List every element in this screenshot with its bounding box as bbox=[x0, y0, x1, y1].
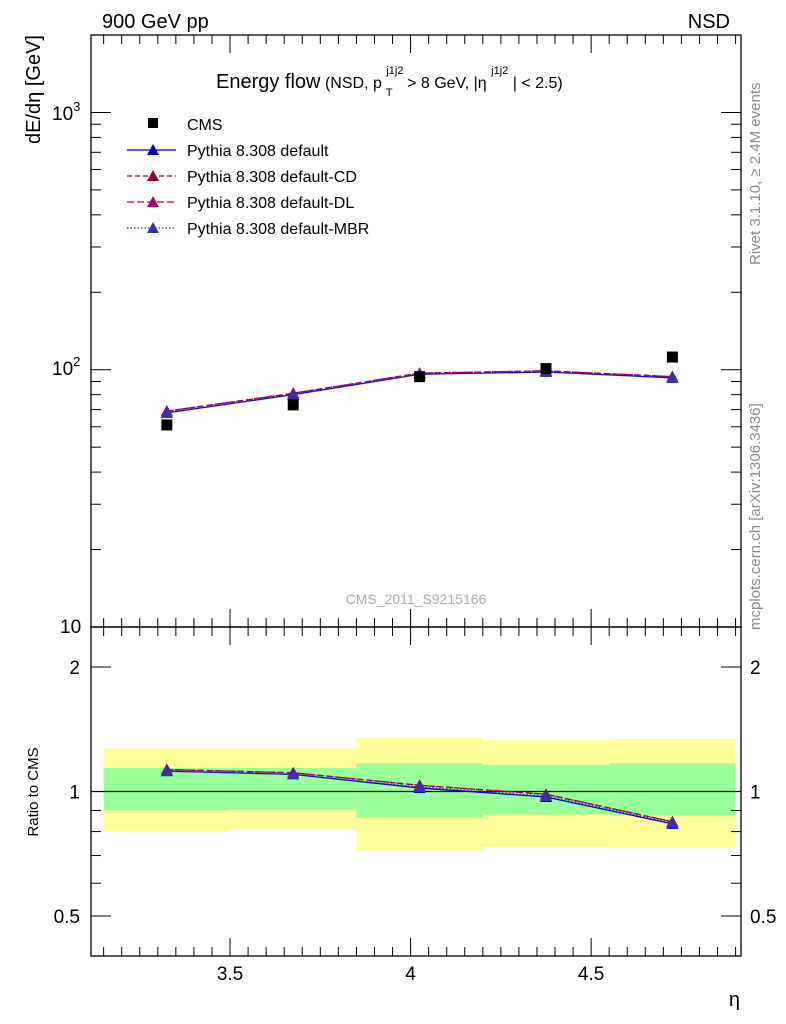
legend-label-default: Pythia 8.308 default bbox=[187, 143, 329, 160]
main-marker-cms bbox=[666, 351, 678, 363]
ratio-xtick-labels: 3.5 4 4.5 bbox=[217, 964, 605, 985]
legend-entry-default: Pythia 8.308 default bbox=[127, 143, 329, 160]
main-marker-cms bbox=[161, 419, 173, 431]
main-axis-ticks bbox=[91, 34, 741, 628]
main-marker-mbr bbox=[160, 406, 173, 418]
ratio-panel: 0.5 0.5 1 1 2 2 3.5 4 4.5 Ratio to CMS η bbox=[25, 626, 777, 1011]
main-ytick-label-1000-exp: 3 bbox=[73, 99, 80, 114]
header-left: 900 GeV pp bbox=[102, 11, 209, 33]
ratio-marker-mbr bbox=[413, 781, 426, 793]
main-ytick-label-100-base: 10 bbox=[52, 359, 73, 380]
main-ytick-label-100-exp: 2 bbox=[73, 354, 80, 369]
header-right: NSD bbox=[688, 11, 730, 33]
main-marker-mbr bbox=[287, 388, 300, 400]
ratio-ytick-label-right: 0.5 bbox=[750, 907, 776, 928]
legend-label-mbr: Pythia 8.308 default-MBR bbox=[187, 221, 369, 238]
ratio-ytick-labels: 0.5 0.5 1 1 2 2 bbox=[54, 658, 777, 928]
main-ytick-label-10: 10 bbox=[60, 617, 81, 638]
main-ytick-label-1000-base: 10 bbox=[52, 104, 73, 125]
ratio-ytick-label-left: 0.5 bbox=[54, 907, 80, 928]
rivet-label: Rivet 3.1.10, ≥ 2.4M events bbox=[747, 83, 764, 266]
main-ytick-label-100: 102 bbox=[52, 354, 80, 380]
mcplots-label: mcplots.cern.ch [arXiv:1306.3436] bbox=[747, 403, 764, 630]
chart-title-details-3: | < 2.5) bbox=[513, 75, 563, 92]
chart-title-details-2: > 8 GeV, |η bbox=[407, 75, 487, 92]
legend-swatch-cms bbox=[148, 118, 158, 128]
legend-marker-mbr bbox=[147, 222, 159, 233]
legend-marker-cd bbox=[147, 170, 159, 181]
main-marker-cms bbox=[540, 363, 552, 375]
legend-entry-dl: Pythia 8.308 default-DL bbox=[127, 195, 354, 212]
xtick-label: 3.5 bbox=[217, 964, 243, 985]
x-axis-label: η bbox=[729, 989, 740, 1011]
ratio-series-marks bbox=[160, 763, 679, 829]
ratio-ytick-label-right: 2 bbox=[750, 658, 761, 679]
legend-label-cms: CMS bbox=[187, 117, 223, 134]
legend-marker-default bbox=[147, 144, 159, 155]
legend-label-cd: Pythia 8.308 default-CD bbox=[187, 169, 357, 186]
xtick-label: 4.5 bbox=[578, 964, 604, 985]
chart-title-main: Energy flow bbox=[216, 71, 321, 93]
ratio-ytick-label-left: 2 bbox=[69, 658, 80, 679]
main-marker-mbr bbox=[666, 371, 679, 383]
ratio-marker-mbr bbox=[666, 816, 679, 828]
ratio-y-axis-label: Ratio to CMS bbox=[25, 747, 42, 836]
ratio-ytick-label-left: 1 bbox=[69, 783, 80, 804]
ratio-marker-mbr bbox=[287, 768, 300, 780]
ratio-axis-ticks bbox=[91, 627, 741, 956]
chart-title-sup-2: j1j2 bbox=[490, 65, 508, 77]
main-y-axis-label: dE/dη [GeV] bbox=[23, 35, 45, 144]
legend-entry-mbr: Pythia 8.308 default-MBR bbox=[127, 221, 369, 238]
legend: CMS Pythia 8.308 default Pythia 8.308 de… bbox=[127, 117, 369, 238]
ratio-marker-mbr bbox=[160, 765, 173, 777]
chart-title-sub-1: T bbox=[386, 87, 393, 99]
watermark: CMS_2011_S9215166 bbox=[346, 591, 487, 607]
legend-entry-cd: Pythia 8.308 default-CD bbox=[127, 169, 357, 186]
legend-label-dl: Pythia 8.308 default-DL bbox=[187, 195, 354, 212]
chart-title-details-1: (NSD, p bbox=[325, 75, 382, 92]
xtick-label: 4 bbox=[405, 964, 416, 985]
main-series-marks bbox=[160, 351, 679, 431]
ratio-band-inner bbox=[609, 763, 736, 816]
chart-title-sup-1: j1j2 bbox=[385, 65, 403, 77]
main-marker-cms bbox=[287, 399, 299, 411]
ratio-ytick-label-right: 1 bbox=[750, 783, 761, 804]
main-panel: dE/dη [GeV] 10 102 103 Energy flow (NSD,… bbox=[23, 34, 742, 638]
ratio-uncertainty-bands bbox=[103, 737, 736, 851]
ratio-marker-mbr bbox=[540, 790, 552, 802]
legend-marker-dl bbox=[147, 196, 159, 207]
chart-title: Energy flow (NSD, p j1j2 T > 8 GeV, |η j… bbox=[216, 61, 563, 100]
legend-entry-cms: CMS bbox=[148, 117, 223, 134]
main-marker-cms bbox=[414, 371, 426, 383]
main-ytick-label-1000: 103 bbox=[52, 99, 80, 125]
